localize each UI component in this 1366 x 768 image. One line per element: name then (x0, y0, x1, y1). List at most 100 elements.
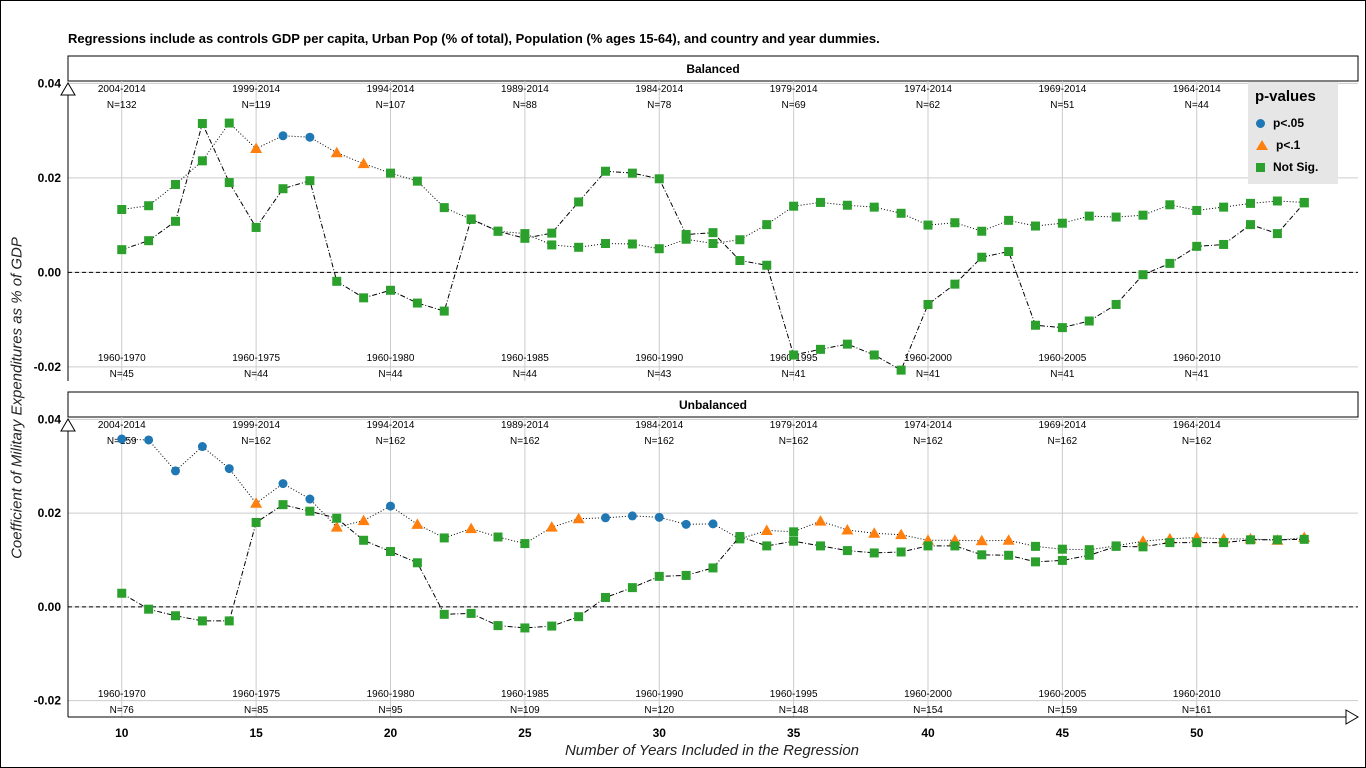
sample-size-label-top: N=162 (913, 436, 943, 447)
data-point-p05 (117, 434, 127, 444)
period-label-bottom: 1960-1980 (367, 353, 415, 364)
sample-size-label-bottom: N=43 (647, 369, 672, 380)
x-tick-label: 40 (921, 726, 935, 740)
data-point-not-sig (1138, 270, 1148, 280)
data-point-p10 (357, 157, 370, 169)
data-point-not-sig (547, 228, 557, 238)
sample-size-label-top: N=62 (916, 100, 941, 111)
period-label-top: 1994-2014 (367, 84, 415, 95)
data-point-not-sig (1219, 202, 1229, 212)
circle-marker-icon (1256, 118, 1265, 128)
legend-item-p10: p<.1 (1256, 137, 1300, 153)
data-point-not-sig (762, 260, 772, 270)
data-point-not-sig (466, 214, 476, 224)
y-tick-label: 0.04 (38, 412, 62, 426)
period-label-bottom: 1960-1970 (98, 353, 146, 364)
data-point-not-sig (359, 535, 369, 545)
y-tick-label: 0.00 (38, 600, 62, 614)
data-point-not-sig (171, 216, 180, 226)
sample-size-label-top: N=162 (644, 436, 674, 447)
data-point-not-sig (1299, 534, 1309, 544)
x-tick-label: 35 (787, 726, 801, 740)
sample-size-label-bottom: N=41 (782, 369, 807, 380)
data-point-not-sig (251, 222, 261, 232)
period-label-bottom: 1960-1980 (367, 689, 415, 700)
y-axis-arrow-icon (60, 82, 76, 96)
data-point-not-sig (1111, 299, 1121, 309)
sample-size-label-top: N=119 (242, 100, 271, 111)
period-label-bottom: 1960-2010 (1173, 353, 1221, 364)
period-label-top: 1994-2014 (367, 420, 415, 431)
data-point-p05 (601, 513, 610, 523)
data-point-not-sig (977, 252, 987, 262)
data-point-not-sig (144, 201, 154, 211)
data-point-not-sig (574, 197, 584, 207)
legend-item-not-sig: Not Sig. (1256, 159, 1318, 175)
sample-size-label-top: N=88 (513, 100, 538, 111)
data-point-not-sig (493, 226, 503, 236)
data-point-not-sig (197, 616, 207, 626)
data-point-p05 (144, 435, 154, 445)
sample-size-label-bottom: N=109 (510, 705, 540, 716)
data-point-p05 (278, 479, 288, 489)
data-point-not-sig (816, 344, 825, 354)
x-tick-label: 50 (1190, 726, 1204, 740)
period-label-bottom: 1960-1975 (232, 689, 280, 700)
data-point-not-sig (520, 623, 530, 633)
sample-size-label-top: N=51 (1050, 100, 1075, 111)
sample-size-label-bottom: N=154 (913, 705, 943, 716)
period-label-top: 1969-2014 (1038, 84, 1086, 95)
data-point-not-sig (493, 621, 503, 631)
x-tick-label: 25 (518, 726, 532, 740)
panel-title: Balanced (686, 62, 739, 76)
data-point-not-sig (923, 220, 933, 230)
sample-size-label-bottom: N=76 (110, 705, 135, 716)
data-point-not-sig (654, 244, 664, 254)
data-point-p10 (330, 146, 343, 158)
data-point-not-sig (386, 168, 395, 178)
period-label-top: 2004-2014 (98, 84, 146, 95)
data-point-p05 (171, 466, 180, 476)
data-point-not-sig (1246, 220, 1255, 230)
y-axis-arrow-icon (60, 418, 76, 432)
data-point-not-sig (789, 536, 799, 546)
data-point-not-sig (1084, 545, 1094, 555)
data-point-not-sig (950, 541, 960, 551)
data-point-p10 (760, 524, 773, 535)
data-point-not-sig (224, 178, 234, 188)
data-point-not-sig (1192, 241, 1202, 251)
panel-title: Unbalanced (679, 398, 747, 412)
period-label-bottom: 1960-2010 (1173, 689, 1221, 700)
data-point-not-sig (762, 541, 772, 551)
data-point-not-sig (412, 176, 422, 186)
period-label-top: 1989-2014 (501, 84, 549, 95)
data-point-p10 (250, 142, 263, 154)
data-point-p10 (895, 528, 908, 540)
data-point-not-sig (1272, 229, 1282, 239)
sample-size-label-bottom: N=45 (110, 369, 135, 380)
legend-label: p<.1 (1276, 138, 1301, 152)
data-point-not-sig (735, 256, 745, 266)
data-point-p05 (278, 131, 288, 141)
legend-label: p<.05 (1273, 116, 1305, 130)
data-point-not-sig (1004, 215, 1014, 225)
data-point-not-sig (547, 240, 557, 250)
data-point-not-sig (1057, 544, 1067, 554)
data-point-p05 (708, 519, 718, 529)
data-point-not-sig (1272, 535, 1282, 545)
data-point-p10 (465, 522, 478, 534)
data-point-p05 (654, 512, 664, 522)
data-point-not-sig (224, 616, 234, 626)
data-point-not-sig (117, 205, 127, 215)
data-point-p10 (1002, 534, 1015, 545)
sample-size-label-top: N=78 (647, 100, 672, 111)
data-point-not-sig (977, 550, 987, 560)
period-label-top: 1979-2014 (770, 420, 818, 431)
data-point-not-sig (842, 200, 852, 210)
period-label-top: 1974-2014 (904, 420, 952, 431)
period-label-bottom: 1960-2000 (904, 689, 952, 700)
period-label-top: 1999-2014 (232, 420, 280, 431)
data-point-not-sig (332, 276, 342, 286)
data-point-not-sig (1246, 198, 1255, 208)
